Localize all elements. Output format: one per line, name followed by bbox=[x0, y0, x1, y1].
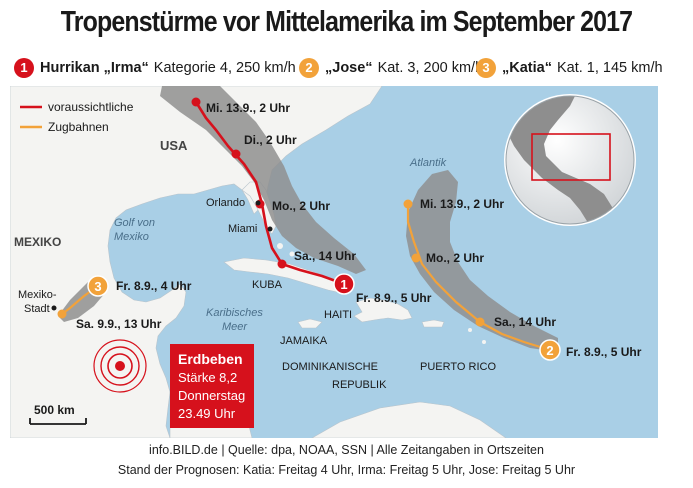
katia-point bbox=[57, 309, 67, 319]
storm-badge: 1 bbox=[14, 58, 34, 78]
land-bahamas bbox=[277, 243, 283, 249]
land-puerto-rico bbox=[421, 319, 445, 328]
label-puerto-rico: PUERTO RICO bbox=[420, 361, 496, 373]
irma-point bbox=[191, 97, 201, 107]
irma-cone bbox=[160, 86, 366, 274]
jose-badge-marker bbox=[539, 339, 561, 361]
storm-key-katia: 3 „Katia“ Kat. 1, 145 km/h bbox=[476, 58, 663, 78]
land-jamaica bbox=[297, 318, 323, 329]
irma-badge-marker bbox=[333, 273, 355, 295]
jose-label-p4: Mi. 13.9., 2 Uhr bbox=[420, 197, 504, 211]
jose-label-p3: Mo., 2 Uhr bbox=[426, 251, 484, 265]
jose-point bbox=[475, 317, 485, 327]
irma-point bbox=[277, 259, 287, 269]
label-dom-2: REPUBLIK bbox=[332, 379, 387, 391]
irma-label-p5: Mi. 13.9., 2 Uhr bbox=[206, 101, 290, 115]
label-atlantik: Atlantik bbox=[409, 157, 447, 169]
jose-point bbox=[403, 199, 413, 209]
map: 1 2 3 Erdbeben Stärke 8,2 Donnerstag 23.… bbox=[10, 86, 658, 438]
city-dot-orlando bbox=[255, 200, 261, 206]
jose-track bbox=[406, 204, 551, 352]
earthquake-magnitude: Stärke 8,2 bbox=[178, 370, 237, 385]
label-miami: Miami bbox=[228, 223, 257, 235]
label-karibik-1: Karibisches bbox=[206, 307, 263, 319]
earthquake-box bbox=[170, 344, 254, 428]
earthquake-title: Erdbeben bbox=[178, 351, 243, 367]
earthquake-time: 23.49 Uhr bbox=[178, 406, 236, 421]
storm-legend: 1 Hurrikan „Irma“ Kategorie 4, 250 km/h … bbox=[14, 58, 684, 82]
label-golf-2: Mexiko bbox=[114, 231, 149, 243]
katia-label-p2: Sa. 9.9., 13 Uhr bbox=[76, 317, 162, 331]
storm-badge: 2 bbox=[299, 58, 319, 78]
jose-label-p2: Sa., 14 Uhr bbox=[494, 315, 556, 329]
page-title: Tropenstürme vor Mittelamerika im Septem… bbox=[60, 6, 633, 38]
legend-line2: Zugbahnen bbox=[48, 120, 109, 134]
katia-badge-number: 3 bbox=[94, 279, 101, 294]
storm-detail: Kat. 3, 200 km/h bbox=[377, 60, 484, 76]
legend-line1: voraussichtliche bbox=[48, 100, 134, 114]
land-south-america bbox=[311, 401, 507, 438]
globe-focus-box bbox=[531, 133, 611, 181]
jose-badge-number: 2 bbox=[546, 343, 553, 358]
storm-detail: Kategorie 4, 250 km/h bbox=[153, 60, 296, 76]
land-antilles bbox=[482, 340, 486, 344]
storm-name: Hurrikan „Irma“ bbox=[40, 60, 149, 76]
label-orlando: Orlando bbox=[206, 197, 245, 209]
globe-inset bbox=[504, 94, 636, 226]
jose-label-p1: Fr. 8.9., 5 Uhr bbox=[566, 345, 642, 359]
scale-label: 500 km bbox=[34, 403, 75, 417]
label-golf-1: Golf von bbox=[114, 217, 155, 229]
storm-badge: 3 bbox=[476, 58, 496, 78]
earthquake-day: Donnerstag bbox=[178, 388, 245, 403]
land-hispaniola bbox=[353, 297, 413, 323]
label-mexiko-stadt-2: Stadt bbox=[24, 303, 50, 315]
footer-forecast-status: Stand der Prognosen: Katia: Freitag 4 Uh… bbox=[117, 463, 576, 477]
irma-badge-number: 1 bbox=[340, 277, 347, 292]
storm-key-jose: 2 „Jose“ Kat. 3, 200 km/h bbox=[299, 58, 483, 78]
irma-label-p2: Sa., 14 Uhr bbox=[294, 249, 356, 263]
storm-name: „Katia“ bbox=[502, 60, 552, 76]
irma-label-p1: Fr. 8.9., 5 Uhr bbox=[356, 291, 432, 305]
label-mexiko-stadt-1: Mexiko- bbox=[18, 289, 57, 301]
footer-source: info.BILD.de | Quelle: dpa, NOAA, SSN | … bbox=[149, 443, 544, 457]
land-bahamas bbox=[289, 251, 295, 257]
storm-detail: Kat. 1, 145 km/h bbox=[556, 60, 663, 76]
label-usa: USA bbox=[160, 138, 188, 153]
label-mexiko: MEXIKO bbox=[14, 235, 61, 249]
label-kuba: KUBA bbox=[252, 279, 283, 291]
irma-point bbox=[231, 149, 241, 159]
katia-badge-marker bbox=[87, 275, 109, 297]
storm-key-irma: 1 Hurrikan „Irma“ Kategorie 4, 250 km/h bbox=[14, 58, 296, 78]
irma-label-p3: Mo., 2 Uhr bbox=[272, 199, 330, 213]
label-dom-1: DOMINIKANISCHE bbox=[282, 361, 378, 373]
label-haiti: HAITI bbox=[324, 309, 352, 321]
jose-point bbox=[411, 253, 421, 263]
earthquake-epicenter bbox=[93, 339, 147, 393]
label-karibik-2: Meer bbox=[222, 321, 248, 333]
land-antilles bbox=[468, 328, 472, 332]
jose-cone bbox=[406, 170, 558, 352]
irma-label-p4: Di., 2 Uhr bbox=[244, 133, 297, 147]
city-dot-mexiko-stadt bbox=[51, 305, 57, 311]
label-jamaika: JAMAIKA bbox=[280, 335, 328, 347]
storm-name: „Jose“ bbox=[325, 60, 373, 76]
city-dot-miami bbox=[267, 226, 273, 232]
katia-label-p1: Fr. 8.9., 4 Uhr bbox=[116, 279, 192, 293]
